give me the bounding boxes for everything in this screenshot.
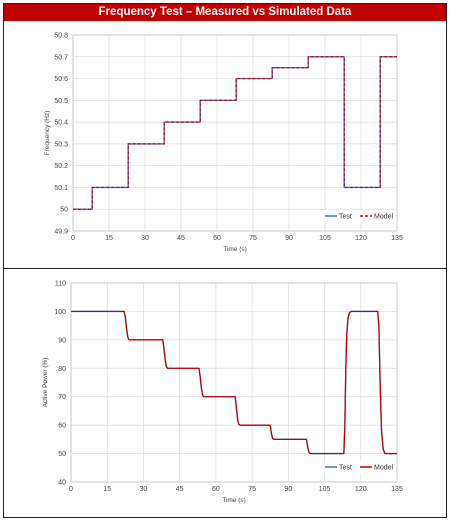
freq-x-tick-label: 15 xyxy=(105,235,113,242)
frequency-chart: 0 15 30 45 60 75 90 105 120 135 49.9 50 50.1 50.2 50.3… xyxy=(44,33,403,254)
power-series-model-line xyxy=(71,310,397,455)
power-x-tick-label: 105 xyxy=(319,486,331,493)
power-y-tick-label: 70 xyxy=(58,394,66,401)
freq-x-tick-label: 120 xyxy=(355,235,367,242)
freq-y-tick-label: 50.6 xyxy=(54,76,68,83)
freq-y-tick-label: 50.7 xyxy=(54,54,68,61)
freq-legend: Test Model xyxy=(322,210,394,222)
power-x-tick-label: 45 xyxy=(176,486,184,493)
freq-x-tick-label: 105 xyxy=(319,235,331,242)
power-y-tick-label: 90 xyxy=(58,337,66,344)
freq-legend-label-model: Model xyxy=(374,214,394,221)
power-legend: Test Model xyxy=(322,461,394,473)
power-x-tick-label: 60 xyxy=(212,486,220,493)
power-x-tick-label: 0 xyxy=(69,486,73,493)
freq-series-model-line xyxy=(73,56,397,210)
freq-legend-box xyxy=(322,210,394,222)
power-y-tick-label: 100 xyxy=(54,309,66,316)
freq-x-tick-label: 0 xyxy=(71,235,75,242)
chart-divider xyxy=(4,268,446,269)
freq-y-tick-label: 50.5 xyxy=(54,98,68,105)
power-x-tick-label: 135 xyxy=(391,486,403,493)
freq-y-tick-label: 50.3 xyxy=(54,141,68,148)
freq-y-tick-label: 50 xyxy=(60,207,68,214)
power-y-tick-label: 110 xyxy=(55,281,66,288)
freq-x-tick-label: 75 xyxy=(249,235,257,242)
freq-y-tick-label: 50.4 xyxy=(54,120,68,127)
power-legend-label-test: Test xyxy=(339,465,352,472)
power-y-tick-label: 40 xyxy=(58,480,66,487)
freq-y-axis-title: Frequency (Hz) xyxy=(44,111,51,156)
power-x-tick-label: 15 xyxy=(103,486,111,493)
power-y-tick-label: 60 xyxy=(58,423,66,430)
freq-x-tick-label: 135 xyxy=(391,235,403,242)
freq-y-tick-label: 50.1 xyxy=(54,185,68,192)
power-y-axis-title: Active Power (%) xyxy=(42,358,49,408)
banner-title: Frequency Test – Measured vs Simulated D… xyxy=(4,4,446,21)
freq-y-tick-label: 50.8 xyxy=(54,33,68,40)
freq-legend-label-test: Test xyxy=(339,214,352,221)
power-series-test-line xyxy=(71,310,397,455)
power-legend-box xyxy=(322,461,394,473)
power-x-axis-title: Time (s) xyxy=(222,497,246,504)
power-legend-label-model: Model xyxy=(374,465,394,472)
freq-plot-area xyxy=(72,34,398,232)
freq-x-axis-title: Time (s) xyxy=(223,246,247,253)
freq-x-tick-label: 30 xyxy=(141,235,149,242)
power-x-tick-label: 90 xyxy=(284,486,292,493)
power-y-tick-label: 50 xyxy=(58,451,66,458)
freq-y-tick-label: 50.2 xyxy=(54,163,68,170)
freq-x-tick-label: 60 xyxy=(213,235,221,242)
power-plot-area xyxy=(70,282,398,483)
power-x-tick-label: 75 xyxy=(248,486,256,493)
freq-x-tick-label: 45 xyxy=(177,235,185,242)
power-x-tick-label: 30 xyxy=(140,486,148,493)
freq-x-tick-label: 90 xyxy=(285,235,293,242)
figure-frame: Frequency Test – Measured vs Simulated D… xyxy=(3,3,447,518)
power-x-tick-label: 120 xyxy=(355,486,367,493)
power-y-tick-label: 80 xyxy=(58,366,66,373)
freq-y-tick-label: 49.9 xyxy=(54,229,68,236)
